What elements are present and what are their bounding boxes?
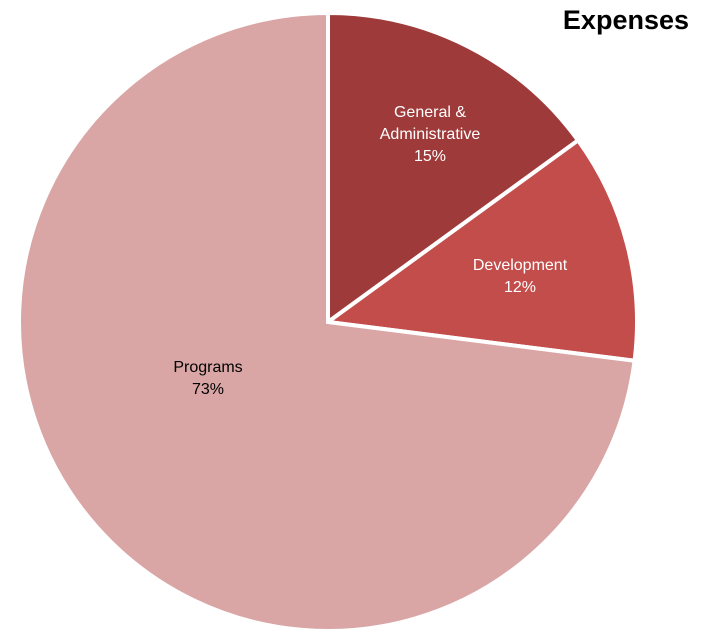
pie-slice-general-administrative [326,10,581,326]
pie-label-general-administrative: General & Administrative 15% [380,104,481,165]
pie-labels: General & Administrative 15% Development 12%… [173,104,567,398]
pie-slice-development [322,137,639,363]
pie-label-development: Development 12% [473,257,568,296]
pie-label-programs: Programs 73% [173,359,242,398]
pie-slices [17,10,639,633]
chart-title: Expenses [562,5,689,35]
pie-slice-programs [17,10,637,633]
